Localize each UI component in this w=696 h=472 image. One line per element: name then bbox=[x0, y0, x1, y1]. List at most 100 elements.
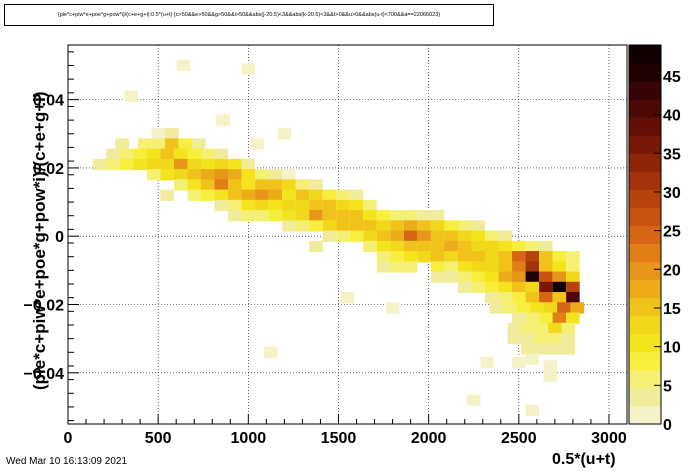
heatmap-cell bbox=[376, 210, 391, 222]
heatmap-cell bbox=[282, 220, 296, 232]
heatmap-cell bbox=[484, 240, 499, 253]
heatmap-cell bbox=[295, 179, 310, 191]
heatmap-cell bbox=[498, 261, 513, 273]
heatmap-cell bbox=[376, 251, 391, 263]
heatmap-cell bbox=[484, 261, 499, 273]
heatmap-cell bbox=[214, 189, 229, 201]
heatmap-cell bbox=[376, 230, 391, 242]
heatmap-cell bbox=[309, 179, 323, 191]
heatmap-cell bbox=[160, 169, 174, 181]
heatmap-cell bbox=[525, 292, 540, 304]
colorbar-swatch bbox=[629, 207, 661, 226]
plot-frame bbox=[67, 44, 628, 425]
heatmap-cell bbox=[255, 199, 269, 212]
heatmap-cell bbox=[512, 240, 526, 253]
heatmap-cell bbox=[363, 220, 377, 232]
chart-title-box: {pie*c+piw*e+poe*g+pow*i)/(c+e+g+i):0.5*… bbox=[4, 4, 494, 26]
heatmap-cell bbox=[484, 271, 499, 283]
heatmap-cell bbox=[525, 281, 540, 294]
heatmap-cell bbox=[322, 189, 337, 201]
heatmap-cell bbox=[457, 240, 472, 253]
heatmap-cell bbox=[534, 322, 549, 335]
heatmap-cell bbox=[173, 179, 188, 191]
heatmap-cell bbox=[552, 281, 567, 294]
heatmap-cell bbox=[471, 240, 485, 253]
heatmap-cell bbox=[115, 138, 129, 150]
colorbar-swatch bbox=[629, 225, 661, 245]
x-tick-label: 1000 bbox=[231, 430, 267, 447]
colorbar-swatch bbox=[629, 243, 661, 263]
heatmap-cell bbox=[295, 220, 310, 232]
heatmap-cell bbox=[187, 179, 201, 191]
heatmap-cell bbox=[498, 251, 513, 263]
heatmap-cell bbox=[187, 169, 201, 181]
y-tick-label: 0.02 bbox=[33, 161, 64, 178]
heatmap-cell bbox=[241, 189, 256, 201]
heatmap-cell bbox=[277, 128, 292, 140]
heatmap-cell bbox=[119, 148, 134, 160]
heatmap-cell bbox=[552, 292, 567, 304]
heatmap-cell bbox=[525, 312, 540, 324]
heatmap-cell bbox=[282, 189, 296, 201]
heatmap-cell bbox=[349, 189, 364, 201]
heatmap-cell bbox=[507, 333, 522, 345]
heatmap-cell bbox=[187, 148, 201, 160]
heatmap-cell bbox=[552, 251, 567, 263]
heatmap-cell bbox=[430, 240, 445, 253]
heatmap-cell bbox=[503, 302, 517, 314]
heatmap-cell bbox=[264, 346, 278, 358]
heatmap-cell bbox=[214, 169, 229, 181]
heatmap-cell bbox=[309, 220, 323, 232]
colorbar-swatch bbox=[629, 81, 661, 100]
heatmap-cell bbox=[512, 281, 526, 294]
heatmap-cell bbox=[268, 169, 283, 181]
heatmap-cell bbox=[417, 210, 431, 222]
heatmap-cell bbox=[539, 261, 553, 273]
heatmap-cell bbox=[561, 343, 576, 355]
colorbar-swatch bbox=[629, 315, 661, 335]
heatmap-cell bbox=[164, 138, 179, 150]
heatmap-cell bbox=[417, 230, 431, 242]
colorbar-swatch bbox=[629, 99, 661, 118]
heatmap-cell bbox=[512, 271, 526, 283]
heatmap-cell bbox=[521, 343, 535, 355]
heatmap-cell bbox=[349, 230, 364, 242]
heatmap-cell bbox=[322, 199, 337, 212]
heatmap-cell bbox=[349, 220, 364, 232]
heatmap-cell bbox=[390, 210, 404, 222]
y-tick-label: −0.02 bbox=[24, 297, 65, 314]
heatmap-cell bbox=[521, 333, 535, 345]
heatmap-cell bbox=[106, 148, 120, 160]
heatmap-cell bbox=[548, 333, 562, 345]
heatmap-cell bbox=[566, 251, 580, 263]
heatmap-cell bbox=[255, 169, 269, 181]
colorbar-swatch bbox=[629, 387, 661, 407]
heatmap-cell bbox=[200, 148, 215, 160]
y-tick-label: 0 bbox=[55, 229, 64, 246]
heatmap-cell bbox=[498, 230, 513, 242]
colorbar-swatch bbox=[629, 153, 661, 172]
heatmap-cell bbox=[228, 179, 242, 191]
x-tick-label: 1500 bbox=[321, 430, 357, 447]
heatmap-cell bbox=[228, 169, 242, 181]
colorbar-swatch bbox=[629, 63, 661, 82]
x-tick-label: 3000 bbox=[591, 430, 627, 447]
heatmap-cell bbox=[137, 138, 152, 150]
heatmap-cell bbox=[376, 240, 391, 253]
heatmap-cell bbox=[430, 251, 445, 263]
heatmap-cell bbox=[417, 220, 431, 232]
heatmap-cell bbox=[403, 261, 418, 273]
heatmap-cell bbox=[282, 210, 296, 222]
colorbar-tick-label: 15 bbox=[663, 301, 681, 318]
heatmap-cell bbox=[295, 199, 310, 212]
axis-ticks: 0 500 1000 1500 2000 2500 3000 −0.04 −0.02 0 0.02 0… bbox=[24, 51, 627, 447]
heatmap-cell bbox=[160, 148, 174, 160]
heatmap-cell bbox=[133, 158, 147, 171]
heatmap-cell bbox=[146, 169, 161, 181]
heatmap-cell bbox=[268, 179, 283, 191]
heatmap-cell bbox=[92, 158, 107, 171]
heatmap-cell bbox=[349, 210, 364, 222]
heatmap-cell bbox=[363, 240, 377, 253]
heatmap-cell bbox=[566, 292, 580, 304]
